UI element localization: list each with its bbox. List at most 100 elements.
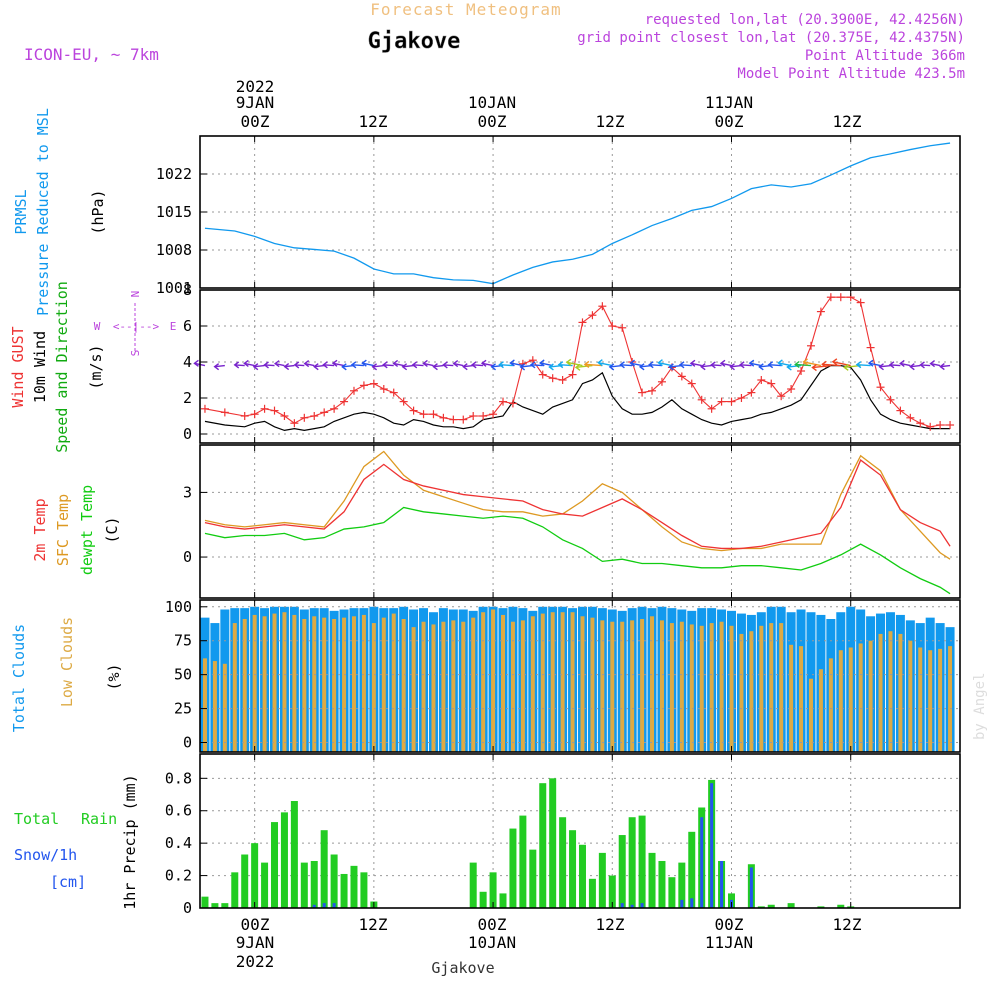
wind-arrow-head	[678, 361, 685, 369]
top-date-3: 11JAN	[705, 93, 753, 112]
low-cloud-bar	[858, 643, 863, 752]
wind-direction-arrow	[463, 364, 474, 368]
wind-arrow-head	[283, 363, 290, 371]
dewpt-label: dewpt Temp	[78, 485, 96, 575]
y-tick-label: 0.2	[165, 867, 192, 885]
wind-arrow-head	[919, 361, 925, 369]
snow-bar	[710, 783, 714, 908]
rain-bar	[598, 852, 606, 908]
low-cloud-bar	[471, 617, 476, 752]
rain-bar	[588, 878, 596, 908]
wind-arrow-head	[648, 361, 654, 369]
low-cloud-bar	[302, 619, 307, 752]
low-cloud-bar	[461, 621, 466, 752]
rain-bar	[310, 860, 318, 908]
y-tick-label: 100	[165, 598, 192, 616]
rain-bar	[340, 873, 348, 908]
y-tick-label: 1022	[156, 165, 192, 183]
wind-direction-arrow	[342, 364, 355, 368]
y-tick-label: 0.6	[165, 802, 192, 820]
rain-bar	[688, 831, 696, 908]
low-cloud-bar	[361, 614, 366, 752]
rain-bar	[668, 877, 676, 908]
wind-arrow-head	[442, 361, 448, 369]
low-cloud-bar	[848, 647, 853, 752]
snow-bar	[640, 903, 644, 908]
low-cloud-bar	[351, 616, 356, 752]
y-tick-label: 1015	[156, 203, 192, 221]
rain-bar	[658, 860, 666, 908]
low-cloud-bar	[421, 621, 426, 752]
rain-bar	[628, 817, 636, 908]
wind-arrow-head	[939, 363, 945, 371]
rain-bar	[529, 849, 537, 908]
wind-arrow-head	[583, 360, 590, 368]
rain-bar	[489, 872, 497, 908]
wind-arrow-head	[273, 360, 280, 368]
t2m-line	[204, 459, 951, 550]
wind-direction-arrow	[481, 362, 494, 367]
wind-arrow-head	[700, 363, 706, 371]
low-cloud-bar	[808, 678, 813, 752]
wind-arrow-head	[341, 363, 347, 371]
wind-direction-arrow	[609, 364, 623, 368]
y-tick-label: 4	[183, 353, 192, 371]
rain-bar	[479, 891, 487, 908]
wind-direction-arrow	[711, 364, 722, 367]
compass-s: S	[129, 350, 142, 357]
top-year: 2022	[236, 77, 275, 96]
wind-direction-arrow	[433, 364, 444, 368]
snow-bar	[720, 860, 724, 908]
y-tick-label: 0.8	[165, 769, 192, 787]
rain-bar	[320, 830, 328, 908]
wind-direction-arrow	[244, 362, 255, 367]
wind-direction-arrow	[264, 364, 275, 367]
wind-direction-arrow	[393, 362, 404, 367]
wind-direction-arrow	[889, 364, 901, 367]
low-cloud-bar	[898, 633, 903, 752]
low-cloud-bar	[878, 633, 883, 752]
rain-bar	[221, 903, 229, 908]
rain-bar	[251, 843, 259, 908]
low-cloud-bar	[868, 640, 873, 752]
wind-direction-arrow	[412, 364, 424, 367]
wind-direction-arrow	[499, 363, 513, 367]
wind-arrow-head	[574, 363, 581, 371]
low-cloud-bar	[659, 620, 664, 752]
wind-arrow-head	[432, 363, 438, 371]
wind-arrow-head	[811, 363, 817, 372]
wind-gust-line	[204, 296, 951, 428]
wind-arrow-head	[263, 361, 269, 369]
snow-bar	[690, 898, 694, 908]
low-cloud-bar	[212, 661, 217, 752]
grid-coords: grid point closest lon,lat (20.375E, 42.…	[577, 30, 965, 46]
low-cloud-bar	[550, 612, 555, 752]
clouds-unit: (%)	[105, 663, 123, 690]
wind-arrow-head	[452, 360, 459, 368]
wind-arrow-head	[462, 363, 468, 371]
requested-coords: requested lon,lat (20.3900E, 42.4256N)	[645, 12, 965, 28]
snow-bar	[312, 904, 316, 908]
rain-bar	[519, 815, 527, 908]
low-cloud-bar	[739, 633, 744, 752]
low-cloud-bar	[441, 621, 446, 752]
low-cloud-bar	[799, 646, 804, 752]
wind-arrow-head	[322, 361, 328, 369]
wind-arrow-head	[767, 361, 774, 369]
low-cloud-bar	[818, 669, 823, 752]
bottom-tick-1: 00Z	[241, 915, 270, 934]
wind-direction-arrow	[294, 364, 305, 367]
low-cloud-bar	[322, 617, 327, 752]
gust-label: Wind GUST	[9, 326, 27, 407]
wind-direction-arrow	[730, 364, 742, 368]
wind-direction-arrow	[787, 364, 802, 368]
wind-arrow-head	[303, 360, 310, 368]
wind-direction-arrow	[214, 364, 225, 368]
panel-frame	[199, 753, 961, 909]
wind-direction-arrow	[540, 362, 553, 367]
rain-bar	[211, 903, 219, 908]
pressure-label-1: PRMSL	[12, 189, 30, 234]
snow-bar	[620, 903, 624, 908]
wind-direction-arrow	[920, 364, 931, 367]
rain-bar	[787, 903, 795, 908]
